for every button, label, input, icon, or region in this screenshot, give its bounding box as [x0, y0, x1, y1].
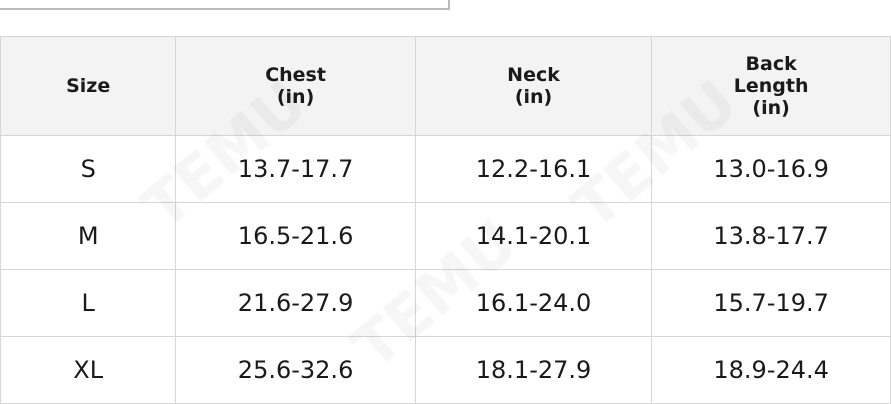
- table-row: L 21.6-27.9 16.1-24.0 15.7-19.7: [0, 269, 891, 337]
- cell-size: XL: [0, 336, 177, 404]
- header-row: Size Chest (in) Neck (in) Back Length (in): [0, 36, 891, 136]
- cell-size: L: [0, 269, 177, 337]
- header-chest: Chest (in): [175, 36, 416, 136]
- table-row: M 16.5-21.6 14.1-20.1 13.8-17.7: [0, 202, 891, 270]
- cell-back-length: 13.0-16.9: [651, 135, 891, 203]
- cell-neck: 18.1-27.9: [414, 336, 653, 404]
- cell-back-length: 18.9-24.4: [651, 336, 891, 404]
- cell-chest: 25.6-32.6: [175, 336, 416, 404]
- header-back-length: Back Length (in): [651, 36, 891, 136]
- header-neck: Neck (in): [414, 36, 653, 136]
- cell-neck: 14.1-20.1: [414, 202, 653, 270]
- cell-back-length: 13.8-17.7: [651, 202, 891, 270]
- cell-neck: 12.2-16.1: [414, 135, 653, 203]
- cell-size: M: [0, 202, 177, 270]
- top-box-edge: [0, 0, 450, 10]
- header-size: Size: [0, 36, 177, 136]
- cell-size: S: [0, 135, 177, 203]
- cell-chest: 21.6-27.9: [175, 269, 416, 337]
- cell-back-length: 15.7-19.7: [651, 269, 891, 337]
- size-chart-table: Size Chest (in) Neck (in) Back Length (in) S…: [0, 36, 891, 404]
- table-row: S 13.7-17.7 12.2-16.1 13.0-16.9: [0, 135, 891, 203]
- table-row: XL 25.6-32.6 18.1-27.9 18.9-24.4: [0, 336, 891, 404]
- cell-chest: 13.7-17.7: [175, 135, 416, 203]
- cell-chest: 16.5-21.6: [175, 202, 416, 270]
- cell-neck: 16.1-24.0: [414, 269, 653, 337]
